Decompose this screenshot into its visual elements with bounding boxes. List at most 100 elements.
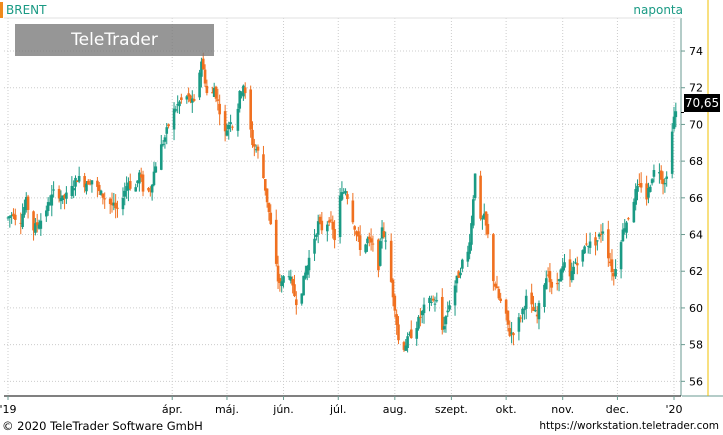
candle-body [315, 234, 318, 237]
candle-body [364, 244, 367, 253]
candle-body [172, 108, 176, 130]
candle-body [648, 186, 652, 192]
candle-body [530, 292, 533, 305]
candle-body [39, 220, 43, 229]
candle-body [307, 257, 311, 271]
candle-body [165, 127, 169, 134]
candle-body [103, 198, 107, 200]
candle-body [6, 217, 10, 219]
candle-body [415, 327, 419, 339]
candle-body [318, 216, 322, 223]
candle-body [599, 233, 603, 235]
candle-body [504, 299, 508, 314]
candlestick-series [6, 52, 678, 353]
grid-lines [4, 18, 681, 396]
candle-body [21, 213, 24, 227]
x-tick-label: jún. [272, 403, 294, 416]
candle-body [440, 296, 444, 330]
candle-body [581, 250, 585, 262]
candle-body [291, 279, 294, 286]
candle-body [366, 238, 369, 244]
candle-body [229, 122, 232, 125]
candle-body [422, 304, 426, 314]
y-tick-label: 62 [689, 265, 703, 278]
candle-body [50, 194, 54, 206]
candle-body [238, 91, 242, 109]
candle-body [548, 270, 552, 283]
candle-body [402, 342, 406, 350]
candle-body [384, 240, 388, 242]
symbol-accent-bar [0, 2, 3, 18]
candle-body [263, 179, 267, 191]
candle-body [586, 245, 590, 247]
candle-body [12, 213, 15, 217]
candle-body [661, 179, 665, 185]
candle-body [351, 200, 355, 223]
candle-body [389, 240, 393, 282]
candle-body [212, 87, 216, 97]
candle-body [77, 175, 81, 182]
candle-body [19, 222, 23, 224]
candle-body [24, 197, 28, 211]
candle-body [614, 269, 617, 277]
x-tick-label: '19 [0, 403, 17, 416]
candle-body [428, 297, 431, 303]
candle-body [278, 278, 282, 284]
candle-body [499, 298, 502, 301]
candle-body [550, 281, 554, 288]
candle-body [63, 194, 66, 199]
candle-body [90, 180, 94, 185]
candle-body [519, 317, 523, 319]
candle-body [185, 96, 189, 100]
candle-body [99, 190, 103, 195]
candle-body [304, 272, 307, 279]
candle-body [621, 229, 625, 242]
interval-label[interactable]: naponta [633, 3, 683, 17]
x-tick-label: nov. [551, 403, 574, 416]
candle-body [329, 219, 333, 221]
candle-body [236, 108, 240, 131]
candle-body [187, 93, 190, 97]
candle-body [627, 218, 630, 220]
candle-body [313, 238, 316, 254]
candle-body [636, 185, 639, 192]
y-tick-label: 64 [689, 229, 703, 242]
candle-body [371, 243, 375, 245]
candle-body [198, 72, 201, 98]
source-url[interactable]: https://workstation.teletrader.com [539, 420, 719, 432]
candle-body [433, 303, 437, 305]
candle-body [495, 286, 499, 289]
candle-body [76, 180, 79, 182]
candle-body [523, 308, 526, 311]
candle-body [446, 310, 450, 313]
symbol-label[interactable]: BRENT [6, 3, 47, 17]
candle-body [189, 95, 192, 102]
candle-body [287, 276, 291, 278]
candle-body [108, 198, 112, 205]
candle-body [561, 266, 564, 273]
candle-body [342, 192, 346, 194]
candle-body [214, 86, 218, 99]
candle-body [161, 143, 165, 145]
candle-body [601, 231, 605, 234]
candle-body [112, 202, 116, 206]
candle-body [114, 202, 117, 209]
candle-body [231, 126, 234, 128]
y-tick-label: 66 [689, 192, 703, 205]
candle-body [176, 104, 179, 106]
candle-body [276, 265, 280, 282]
candle-body [563, 262, 566, 268]
candle-body [408, 333, 411, 335]
candle-body [543, 284, 546, 307]
candle-body [32, 211, 35, 231]
candle-body [320, 220, 324, 231]
candle-body [353, 226, 356, 230]
candle-body [203, 69, 207, 84]
candle-body [596, 240, 599, 242]
candle-body [557, 279, 561, 281]
candle-body [670, 131, 674, 174]
candle-body [61, 195, 65, 201]
candle-body [138, 172, 141, 184]
